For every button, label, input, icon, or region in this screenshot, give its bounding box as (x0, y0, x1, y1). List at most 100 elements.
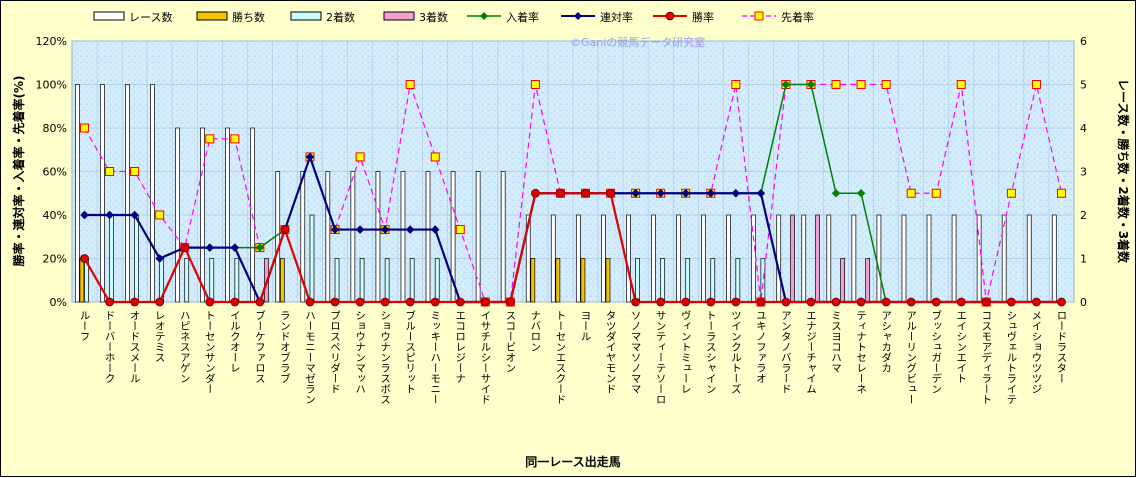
marker-winrate (455, 297, 465, 307)
marker-aheadrate (105, 167, 115, 176)
bar-second (309, 214, 315, 303)
marker-aheadrate (831, 80, 841, 89)
x-tick-label: トーセンサンダー (204, 310, 216, 394)
bar-races (300, 171, 306, 303)
x-tick-label: ティナトセレーネ (855, 310, 867, 394)
x-tick-label: ハピネスアゲン (179, 310, 191, 384)
marker-aheadrate (956, 80, 966, 89)
legend-item-second: 2着数 (290, 10, 355, 24)
x-tick-label: アンタノバラード (780, 310, 792, 394)
y-left-tick-label: 80% (43, 122, 67, 135)
marker-winrate (556, 188, 565, 198)
marker-top2rate (130, 210, 139, 220)
bar-races (626, 214, 631, 303)
bar-third (865, 258, 871, 303)
marker-aheadrate (80, 123, 90, 133)
x-tick-label: スコービオン (504, 310, 516, 373)
legend-item-winrate: 勝率 (653, 10, 714, 24)
bar-races (701, 214, 706, 303)
y-right-tick-label: 5 (1080, 79, 1087, 92)
marker-winrate (706, 297, 716, 307)
marker-top3rate (781, 80, 791, 89)
bar-wins (530, 258, 536, 303)
bar-races (776, 214, 782, 303)
marker-winrate (1032, 297, 1041, 307)
legend-item-top2rate: 連対率 (561, 10, 633, 24)
bar-races (651, 214, 656, 303)
bar-races (125, 84, 130, 303)
bar-races (225, 127, 230, 303)
y-right-tick-label: 2 (1080, 209, 1087, 222)
marker-winrate (255, 297, 265, 307)
bar-races (350, 171, 356, 303)
marker-winrate (180, 243, 190, 253)
bar-races (676, 214, 681, 303)
marker-winrate (806, 297, 816, 307)
marker-winrate (756, 297, 766, 307)
bar-races (400, 171, 406, 303)
bar-second (434, 258, 440, 303)
x-tick-label: オードスメール (129, 310, 141, 384)
marker-winrate (105, 297, 114, 307)
marker-winrate (606, 188, 615, 198)
x-tick-label: ヨール (580, 310, 592, 342)
y-left-tick-label: 120% (36, 35, 67, 48)
marker-winrate (480, 297, 490, 307)
bar-second (685, 258, 691, 303)
marker-winrate (906, 297, 916, 307)
bar-second (710, 258, 716, 303)
x-tick-label: ショウナンマッハ (354, 310, 366, 394)
marker-top2rate (405, 225, 415, 234)
marker-aheadrate (731, 80, 741, 89)
bar-races (826, 214, 832, 303)
bar-races (876, 214, 882, 303)
y-right-tick-label: 6 (1080, 35, 1087, 48)
bar-races (901, 214, 907, 303)
marker-top3rate (806, 80, 816, 89)
marker-winrate (631, 297, 641, 307)
marker-winrate (1006, 297, 1016, 307)
x-tick-label: イルクオーレ (229, 310, 241, 373)
legend-label-aheadrate: 先着率 (781, 10, 814, 24)
marker-winrate (380, 297, 390, 307)
x-axis-title: 同一レース出走馬 (525, 454, 620, 469)
bar-races (976, 214, 982, 303)
bar-second (234, 258, 240, 303)
bar-races (1026, 214, 1032, 303)
line-aheadrate (84, 83, 1063, 303)
marker-winrate (305, 297, 315, 307)
marker-aheadrate (205, 134, 215, 144)
bar-wins (580, 258, 586, 303)
x-tick-label: ロードラスター (1055, 310, 1067, 384)
marker-winrate (430, 297, 440, 307)
marker-winrate (80, 254, 89, 263)
bar-second (209, 258, 215, 303)
bar-third (840, 258, 845, 303)
x-tick-label: アシャカダカ (880, 310, 892, 373)
y-left-tick-label: 0% (50, 296, 67, 309)
x-tick-label: エナジーチャイム (805, 310, 817, 394)
x-tick-label: ツインクルトーズ (730, 310, 742, 394)
marker-aheadrate (405, 80, 415, 89)
marker-top2rate (656, 189, 665, 198)
marker-aheadrate (155, 210, 165, 220)
bar-third (790, 214, 795, 303)
legend-label-second: 2着数 (326, 10, 355, 24)
bar-third (815, 214, 820, 303)
marker-aheadrate (856, 80, 866, 89)
marker-aheadrate (931, 188, 941, 198)
y-right-tick-label: 0 (1080, 296, 1087, 309)
marker-winrate (155, 297, 165, 307)
marker-aheadrate (130, 167, 140, 176)
marker-winrate (731, 297, 741, 307)
y-left-tick-label: 40% (43, 209, 67, 222)
x-tick-label: ドーバーホーク (104, 310, 116, 384)
y-axis-left-title: 勝率・連対率・入着率・先着率(%) (11, 76, 26, 267)
bar-races (926, 214, 932, 303)
marker-top2rate (681, 189, 690, 198)
marker-top2rate (431, 225, 440, 234)
marker-aheadrate (1006, 188, 1016, 198)
y-axis-left: 0% 20% 40% 60% 80% 100% 120% (36, 35, 67, 309)
legend-label-winrate: 勝率 (692, 10, 714, 24)
